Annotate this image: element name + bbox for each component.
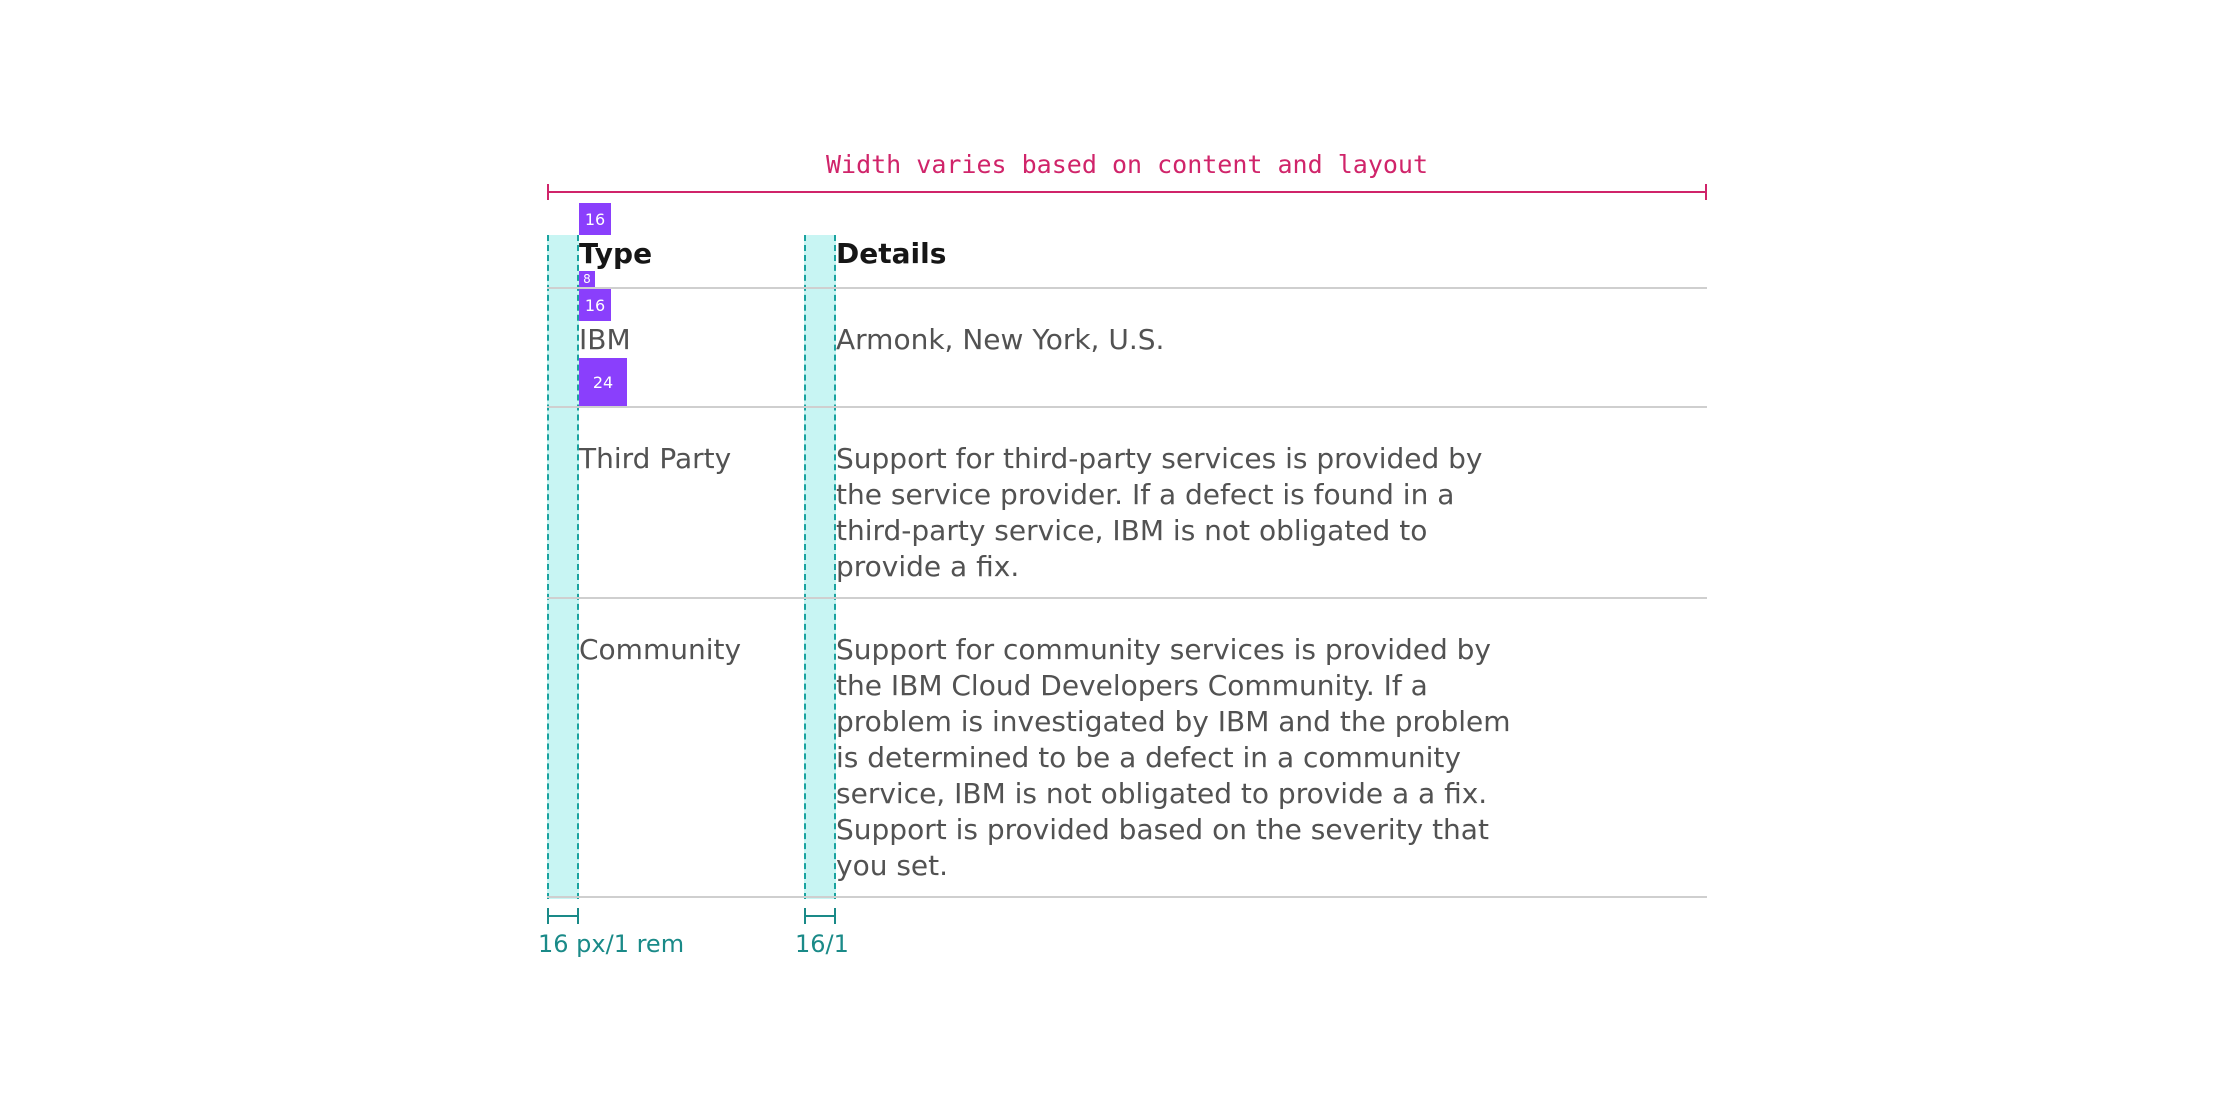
header-details: Details <box>836 237 947 270</box>
row-ibm-type: IBM <box>579 323 631 356</box>
measure-label-type-padding: 16 px/1 rem <box>538 930 685 958</box>
measure-right-tick <box>577 908 579 924</box>
measure-line-details-padding <box>804 915 836 917</box>
width-annotation-left-tick <box>547 184 549 200</box>
header-divider <box>547 287 1707 289</box>
padding-column-type <box>547 235 579 899</box>
measure-line-type-padding <box>547 915 579 917</box>
row-community-details: Support for community services is provid… <box>836 633 1511 882</box>
row-ibm-details: Armonk, New York, U.S. <box>836 323 1165 356</box>
spacing-badge-header-top: 16 <box>579 203 611 235</box>
row-divider <box>547 406 1707 408</box>
row-divider <box>547 597 1707 599</box>
spacing-badge-row-bottom: 24 <box>579 358 627 406</box>
padding-column-details <box>804 235 836 899</box>
row-third-party-details: Support for third-party services is prov… <box>836 442 1483 583</box>
width-annotation-right-tick <box>1705 184 1707 200</box>
row-third-party-type: Third Party <box>579 442 732 475</box>
header-type: Type <box>579 237 653 270</box>
spacing-badge-header-bottom: 8 <box>579 271 595 287</box>
width-annotation-label: Width varies based on content and layout <box>825 150 1429 179</box>
table-bottom-divider <box>547 896 1707 898</box>
width-annotation-line <box>547 191 1707 193</box>
measure-label-details-padding: 16/1 <box>795 930 849 958</box>
measure-right-tick <box>834 908 836 924</box>
spacing-badge-row-top: 16 <box>579 289 611 321</box>
row-community-type: Community <box>579 633 742 666</box>
